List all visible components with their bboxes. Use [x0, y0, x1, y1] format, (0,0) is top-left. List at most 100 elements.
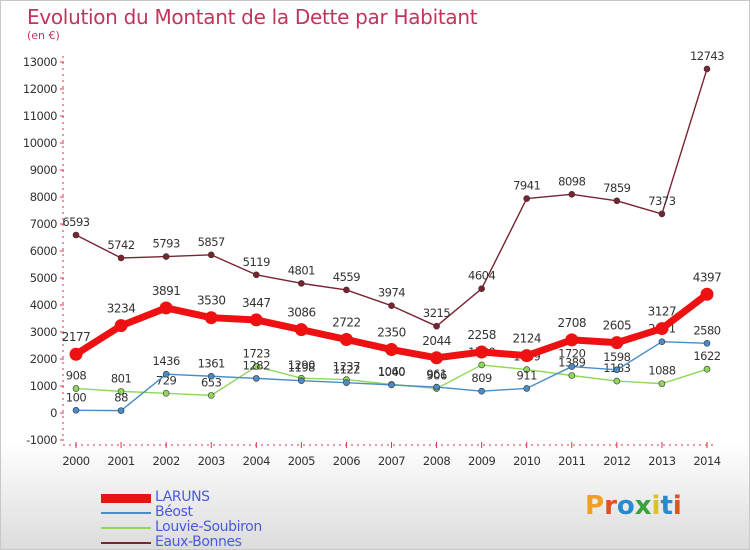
data-point [339, 333, 353, 347]
data-point [613, 366, 621, 374]
data-label: 3234 [107, 302, 136, 316]
y-tick-label: 4000 [30, 298, 57, 312]
data-point [388, 302, 395, 310]
y-tick-label: 10000 [23, 136, 57, 150]
data-label: 7859 [603, 181, 630, 195]
data-label: 2722 [332, 316, 361, 330]
data-point [568, 372, 576, 379]
data-point [568, 363, 576, 370]
data-point [298, 280, 305, 287]
data-label: 1040 [378, 365, 405, 379]
data-point [162, 390, 170, 397]
data-point [703, 340, 711, 347]
data-point [207, 372, 215, 380]
y-tick-label: 12000 [23, 82, 57, 96]
data-point [294, 323, 308, 337]
data-point [159, 301, 173, 315]
x-tick-label: 2010 [513, 454, 540, 468]
x-tick-label: 2012 [603, 454, 630, 468]
chart-title: Evolution du Montant de la Dette par Hab… [27, 5, 478, 29]
proxiti-logo: Proxiti [585, 491, 682, 521]
data-label: 1622 [693, 349, 720, 363]
data-label: 1720 [558, 347, 585, 361]
data-label: 5119 [243, 255, 270, 269]
data-point [72, 231, 80, 239]
data-point [655, 322, 669, 336]
axes: -1000 0 1000 2000 3000 4000 5000 6000 7000 8000 90… [23, 55, 721, 468]
data-label: 801 [111, 371, 132, 385]
legend-swatch [101, 527, 151, 529]
data-point [700, 287, 714, 301]
y-tick-label: 9000 [30, 163, 57, 177]
data-point [385, 343, 398, 357]
data-label: 7373 [648, 194, 675, 208]
data-label: 1361 [198, 356, 225, 370]
data-label: 5793 [153, 237, 180, 251]
data-label: 1723 [243, 346, 270, 360]
legend-label: Louvie-Soubiron [155, 519, 262, 535]
data-point [162, 370, 170, 378]
y-tick-label: 13000 [23, 55, 57, 69]
data-label: 2044 [422, 334, 451, 348]
data-point [568, 191, 576, 198]
data-label: 3086 [287, 306, 316, 320]
x-tick-label: 2006 [333, 454, 360, 468]
data-point [520, 349, 534, 363]
data-point [658, 210, 666, 218]
data-point [252, 271, 260, 279]
data-point [162, 253, 170, 260]
y-tick-label: 0 [50, 406, 57, 420]
data-point [249, 313, 263, 327]
legend-swatch [101, 512, 151, 514]
y-tick-label: 5000 [30, 271, 57, 285]
data-label: 2708 [558, 316, 587, 330]
x-tick-label: 2001 [107, 454, 134, 468]
legend-swatch [101, 542, 151, 544]
x-tick-label: 2008 [423, 454, 450, 468]
data-point [613, 377, 621, 385]
data-label: 4604 [468, 269, 495, 283]
data-label: 12743 [690, 49, 724, 63]
data-label: 1436 [153, 354, 180, 368]
x-tick-label: 2011 [558, 454, 585, 468]
data-point [69, 347, 83, 361]
data-label: 5742 [107, 238, 134, 252]
data-point [72, 406, 80, 414]
data-point [703, 65, 711, 73]
data-point [475, 345, 489, 359]
data-point [117, 388, 125, 395]
data-point [343, 286, 350, 294]
data-label: 1198 [288, 361, 315, 375]
data-label: 2350 [377, 326, 406, 340]
data-point [433, 383, 440, 391]
y-tick-label: 2000 [30, 352, 57, 366]
data-label: 8098 [558, 174, 585, 188]
x-tick-label: 2002 [153, 454, 180, 468]
data-label: 3530 [197, 294, 226, 308]
data-label: 3447 [242, 296, 271, 310]
x-tick-label: 2003 [198, 454, 225, 468]
data-label: 1088 [648, 364, 675, 378]
data-point [478, 285, 485, 292]
data-point [114, 319, 128, 333]
data-label: 961 [426, 367, 447, 381]
data-label: 100 [66, 390, 87, 404]
y-tick-label: 8000 [30, 190, 57, 204]
data-label: 1237 [333, 360, 360, 374]
data-label: 88 [114, 391, 128, 405]
data-point [613, 197, 621, 205]
data-point [252, 363, 260, 370]
y-tick-label: 3000 [30, 325, 57, 339]
data-point [523, 195, 531, 202]
data-label: 3127 [648, 305, 677, 319]
data-point [523, 385, 531, 392]
data-label: 1290 [288, 358, 315, 372]
data-label: 1598 [603, 350, 630, 364]
data-label: 4801 [288, 263, 315, 277]
data-label: 5857 [198, 235, 225, 249]
data-point [207, 392, 215, 399]
data-label: 2580 [693, 323, 720, 337]
data-point [433, 322, 440, 330]
